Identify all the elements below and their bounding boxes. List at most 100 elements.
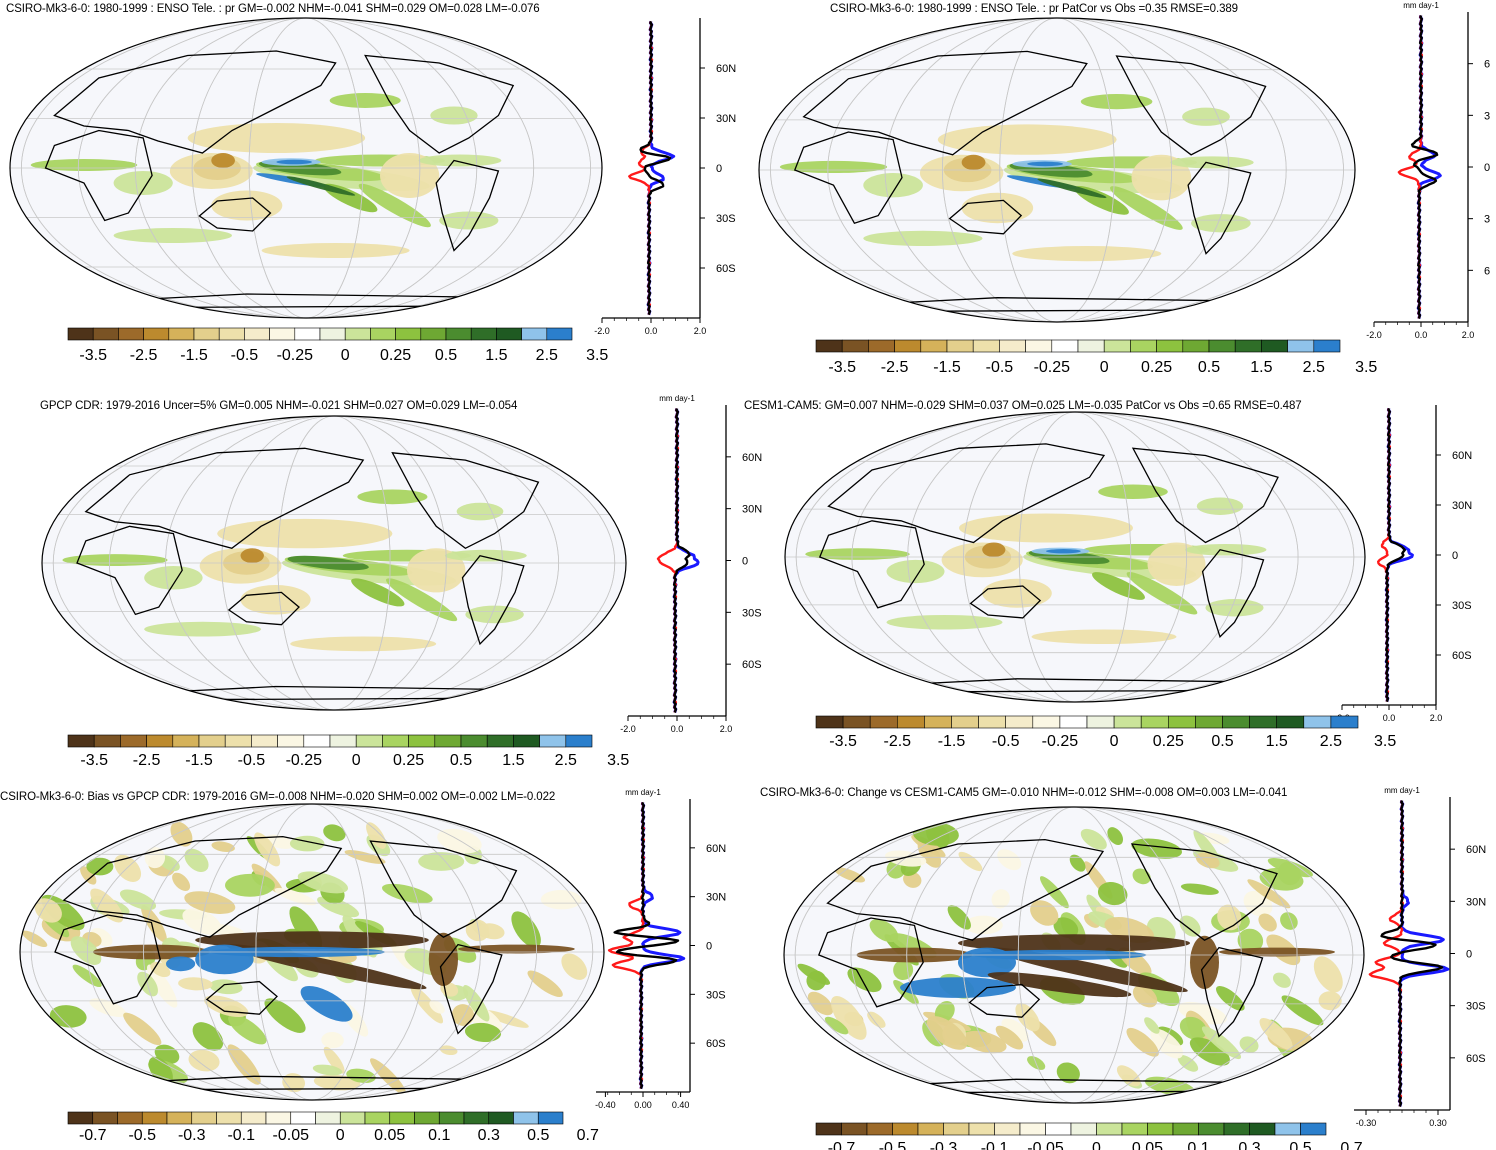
colorbar-label: -0.25 (1042, 733, 1079, 750)
colorbar-label: 1.5 (485, 347, 507, 364)
lat-label: 0 (1452, 550, 1458, 562)
gridline (795, 412, 1355, 702)
colorbar-swatch (1182, 339, 1210, 353)
colorbar-swatch (539, 734, 567, 748)
coastline (968, 983, 1041, 1018)
panel-title: CSIRO-Mk3-6-0: Bias vs GPCP CDR: 1979-20… (0, 791, 556, 803)
colorbar-label: 0.5 (1211, 733, 1233, 750)
colorbar-swatch (815, 715, 844, 729)
coastline (817, 917, 924, 1008)
lat-label: 30S (742, 607, 762, 619)
colorbar-label: -0.5 (231, 347, 259, 364)
colorbar-swatch (408, 734, 436, 748)
panel-title: GPCP CDR: 1979-2016 Uncer=5% GM=0.005 NH… (40, 400, 518, 412)
coastline (44, 129, 153, 222)
colorbar-swatch (329, 734, 357, 748)
colorbar-swatch (841, 1122, 868, 1136)
colorbar-swatch (1274, 1122, 1301, 1136)
coastline (1201, 549, 1265, 639)
colorbar-swatch (999, 339, 1026, 353)
coastline (969, 585, 1042, 619)
colorbar-label: -0.3 (178, 1127, 206, 1144)
profile-line-black (672, 408, 691, 713)
map-border (19, 803, 605, 1101)
profile-line-black (1385, 407, 1406, 703)
gridline (794, 807, 1354, 1103)
profile-x-label: 0.00 (634, 1100, 652, 1110)
colorbar-swatch (1147, 1122, 1174, 1136)
colorbar-swatch (445, 327, 472, 341)
colorbar-swatch (1051, 339, 1079, 353)
profile-x-label: -2.0 (594, 326, 610, 336)
profile-x-label: -2.0 (620, 724, 636, 734)
colorbar-swatch (389, 1111, 415, 1125)
colorbar-label: 0 (341, 347, 350, 364)
map-panel-csiro-enso-patcor: mm day-1 6 3 0 3 6 -2.0 0.0 2.0 -3.5 -2.5 -1.5 -0.5-… (748, 0, 1496, 383)
colorbar-label: -0.3 (930, 1140, 958, 1150)
profile-x-label: 0.0 (1383, 713, 1396, 723)
map-field (784, 807, 1364, 1103)
gridline (108, 416, 560, 710)
profile-x-label: 2.0 (720, 724, 733, 734)
profile-x-label: -2.0 (1366, 330, 1382, 340)
coastline (364, 54, 515, 154)
colorbar-label: -0.5 (992, 733, 1020, 750)
lat-label: 60N (706, 843, 726, 855)
colorbar-swatch (92, 1111, 118, 1125)
colorbar-swatch (218, 327, 245, 341)
colorbar-swatch (869, 715, 898, 729)
profile-line-black (639, 20, 672, 316)
colorbar-swatch (1005, 715, 1034, 729)
colorbar-swatch (141, 1111, 168, 1125)
profile-line-blue (1397, 800, 1450, 1107)
lat-label: 3 (1484, 214, 1490, 226)
colorbar: -3.5 -2.5 -1.5 -0.5 -0.25 0 0.25 0.5 1.5 2.5 3.5 (815, 339, 1377, 376)
profile-unit: mm day-1 (625, 788, 661, 797)
colorbar-swatch (1234, 339, 1262, 353)
colorbar-swatch (146, 734, 174, 748)
colorbar-swatch (1070, 1122, 1097, 1136)
lat-label: 30N (706, 892, 726, 904)
gridline (86, 804, 538, 1100)
colorbar-swatch (414, 1111, 440, 1125)
colorbar-label: 0.25 (1153, 733, 1184, 750)
profile-line-red (607, 801, 646, 1090)
profile-x-label: 0.30 (1429, 1118, 1447, 1128)
zonal-mean-profile: mm day-1 60N 30N 0 30S 60S -2.0 0.0 2.0 (620, 394, 762, 734)
colorbar-swatch (244, 327, 270, 341)
colorbar: -0.7 -0.5 -0.3 -0.1 -0.05 0 0.05 0.1 0.3 0.5 0.7 (67, 1111, 599, 1144)
colorbar-swatch (172, 734, 200, 748)
lat-label: 30N (1452, 500, 1472, 512)
colorbar-swatch (1208, 339, 1236, 353)
colorbar-label: 3.5 (586, 347, 608, 364)
profile-x-label: 2.0 (1430, 713, 1443, 723)
colorbar-swatch (920, 339, 948, 353)
colorbar-swatch (1172, 1122, 1199, 1136)
profile-x-label: 2.0 (694, 326, 707, 336)
colorbar-swatch (897, 715, 925, 729)
colorbar-label: 0.5 (1289, 1140, 1311, 1150)
map-border (758, 17, 1356, 323)
colorbar-swatch (93, 734, 121, 748)
profile-x-label: 0.0 (1415, 330, 1428, 340)
colorbar-swatch (370, 327, 396, 341)
colorbar-swatch (1096, 1122, 1123, 1136)
colorbar-swatch (240, 1111, 267, 1125)
coastline (369, 840, 518, 938)
map-border (784, 411, 1366, 703)
colorbar-swatch (951, 715, 979, 729)
panel-title: CESM1-CAM5: GM=0.007 NHM=-0.029 SHM=0.03… (744, 400, 1302, 412)
coastline (793, 131, 903, 224)
colorbar-swatch (118, 327, 144, 341)
colorbar-label: -1.5 (933, 359, 961, 376)
colorbar-label: -0.5 (128, 1127, 156, 1144)
colorbar-swatch (339, 1111, 366, 1125)
colorbar-swatch (117, 1111, 143, 1125)
colorbar-label: 0.7 (1340, 1140, 1362, 1150)
colorbar-swatch (1261, 339, 1288, 353)
map-border (9, 17, 603, 319)
lat-label: 60N (742, 452, 762, 464)
colorbar: -3.5 -2.5 -1.5 -0.5 -0.25 0 0.25 0.5 1.5 2.5 3.5 (815, 715, 1396, 750)
